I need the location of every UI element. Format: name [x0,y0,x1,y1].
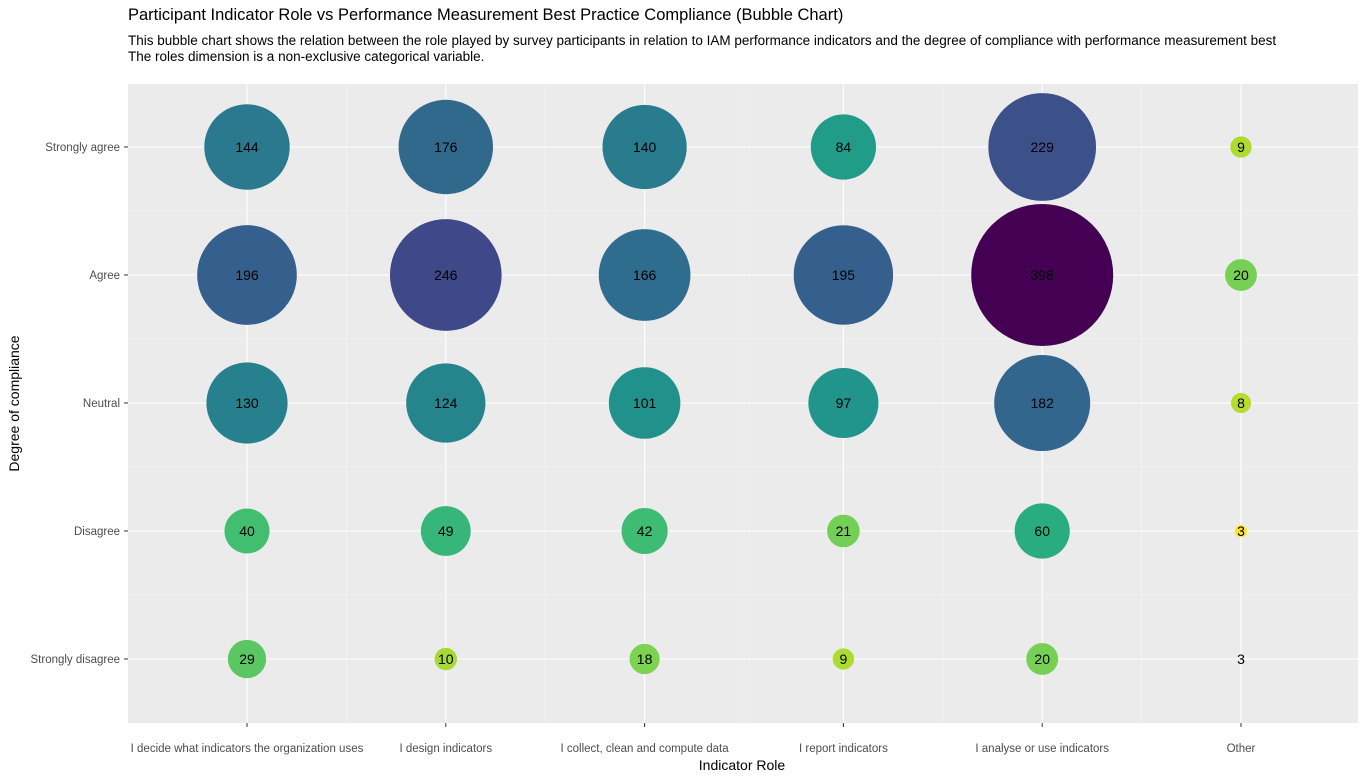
x-axis-title: Indicator Role [699,757,786,773]
bubble [602,104,687,190]
subtitle-line-2: The roles dimension is a non-exclusive c… [128,48,485,64]
bubble-label: 8 [1237,395,1245,411]
bubble-label: 29 [239,651,255,667]
bubble [389,219,502,331]
x-tick-label: I decide what indicators the organizatio… [131,743,364,755]
bubble-label: 229 [1031,139,1055,155]
bubble [621,507,668,555]
chart-title: Participant Indicator Role vs Performanc… [128,6,844,24]
bubble-label: 21 [836,523,852,539]
x-tick-label: I report indicators [799,743,888,755]
bubble-label: 10 [438,651,454,667]
bubble-label: 3 [1237,651,1245,667]
bubble [827,514,860,548]
bubble [810,114,877,180]
subtitle-line-1: This bubble chart shows the relation bet… [128,33,1277,48]
bubble-label: 130 [235,395,259,411]
bubble [420,506,471,556]
bubble-label: 20 [1233,267,1249,283]
x-tick-label: I analyse or use indicators [975,743,1109,755]
bubble-label: 3 [1237,523,1245,539]
bubble-label: 398 [1031,267,1055,283]
bubble [832,648,855,670]
bubble-label: 101 [633,395,657,411]
bubble [224,508,270,554]
bubble [398,99,494,195]
bubble [197,225,297,325]
bubble-label: 195 [832,267,856,283]
y-tick-label: Disagree [74,526,120,538]
bubble-label: 182 [1031,395,1055,411]
y-tick-label: Agree [89,270,120,282]
bubble-label: 42 [637,523,653,539]
bubble [406,363,486,443]
bubble [204,104,290,190]
bubble-label: 140 [633,139,657,155]
y-tick-label: Neutral [83,398,120,410]
bubble [994,354,1091,452]
y-tick-label: Strongly disagree [31,654,121,666]
bubble-label: 18 [637,651,653,667]
bubble [629,643,660,675]
bubble-label: 176 [434,139,458,155]
bubble-label: 9 [840,651,848,667]
bubble-label: 166 [633,267,657,283]
bubble [808,367,879,439]
bubble-label: 196 [235,267,259,283]
bubble [1026,643,1059,675]
x-tick-label: Other [1227,743,1256,755]
y-tick-label: Strongly agree [45,142,120,154]
bubble [1230,136,1252,158]
bubble-label: 246 [434,267,458,283]
bubble [1230,392,1252,414]
y-axis-title: Degree of compliance [6,335,22,471]
bubble-label: 84 [836,139,852,155]
bubble [1014,503,1070,559]
bubble [227,639,267,679]
bubble-label: 60 [1034,523,1050,539]
bubble-label: 97 [836,395,852,411]
bubble-label: 49 [438,523,454,539]
bubble [608,367,681,439]
x-tick-label: I collect, clean and compute data [561,743,730,755]
bubble [598,229,691,321]
x-tick-label: I design indicators [399,743,492,755]
bubble-label: 124 [434,395,458,411]
bubble-label: 144 [235,139,259,155]
bubble [971,204,1114,346]
bubble-label: 20 [1034,651,1050,667]
bubble [1225,259,1257,291]
bubble-label: 40 [239,523,255,539]
bubble [988,93,1097,201]
bubble [434,647,458,671]
bubble-label: 9 [1237,139,1245,155]
bubble [793,225,894,325]
bubble [1234,524,1248,538]
bubble [206,362,288,444]
chart-subtitle: This bubble chart shows the relation bet… [128,33,1276,64]
